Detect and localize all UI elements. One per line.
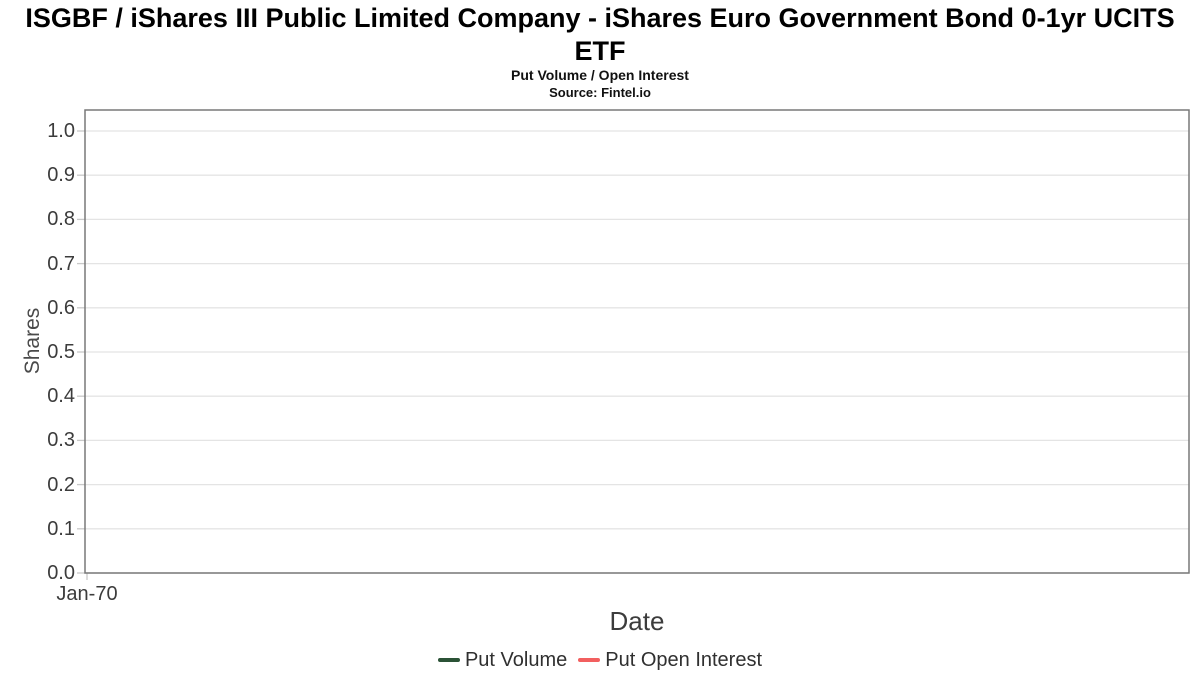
- y-tick-label: 1.0: [47, 120, 75, 142]
- chart-source: Source: Fintel.io: [549, 85, 651, 100]
- legend-line-swatch: [437, 658, 460, 662]
- y-tick-label: 0.7: [47, 252, 75, 275]
- legend-label: Put Open Interest: [605, 648, 763, 671]
- y-axis-title: Shares: [21, 307, 44, 375]
- chart-subtitle: Put Volume / Open Interest: [511, 67, 689, 83]
- chart-title-text: ISGBF / iShares III Public Limited Compa…: [25, 3, 1175, 66]
- y-tick-label: 0.4: [47, 385, 75, 408]
- y-tick-label: 0.1: [47, 517, 75, 540]
- legend-line-swatch: [578, 658, 601, 662]
- y-tick-label: 0.6: [47, 296, 75, 319]
- legend: Put Volume Put Open Interest: [0, 646, 1200, 674]
- chart-title: ISGBF / iShares III Public Limited Compa…: [0, 2, 1200, 68]
- y-tick-label: 0.2: [47, 473, 75, 496]
- legend-item-put-open-interest[interactable]: Put Open Interest: [578, 649, 762, 672]
- y-tick-label: 0.5: [47, 341, 75, 363]
- y-tick-label: 0.0: [47, 562, 75, 584]
- y-tick-label: 0.8: [47, 208, 75, 231]
- legend-label: Put Volume: [464, 648, 568, 671]
- y-tick-label: 0.9: [47, 164, 75, 187]
- x-tick-label: Jan-70: [56, 583, 118, 605]
- x-axis-title: Date: [609, 606, 665, 636]
- y-tick-label: 0.3: [47, 429, 75, 452]
- legend-item-put-volume[interactable]: Put Volume: [437, 648, 568, 672]
